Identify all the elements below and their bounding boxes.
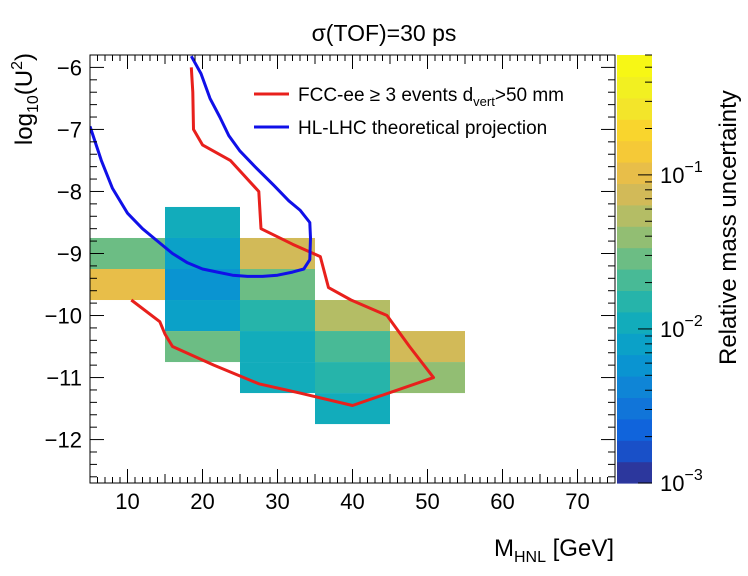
x-tick-label: 40 (340, 489, 364, 514)
y-axis: −6 −7 −8 −9 −10 −11 −12 (45, 54, 615, 478)
chart-title: σ(TOF)=30 ps (312, 20, 457, 46)
legend-label-fcc-ee: FCC-ee ≥ 3 events dvert>50 mm (298, 85, 564, 109)
color-scale-swatch (617, 461, 652, 484)
x-axis-title-main: M (494, 535, 514, 562)
y-tick-label: −12 (45, 428, 82, 453)
x-tick-label: 60 (490, 489, 514, 514)
y-axis-title: log10(U2) (9, 53, 42, 145)
color-scale-swatch (617, 290, 652, 313)
heatmap-cell (240, 269, 315, 301)
heatmap-cell (165, 300, 240, 332)
y-tick-label: −9 (57, 241, 82, 266)
color-scale-axis: 10−310−210−1 (638, 54, 703, 496)
z-tick-label-base: 10 (660, 317, 684, 342)
hl-lhc-contour (90, 55, 312, 278)
color-scale-swatch (617, 119, 652, 142)
contour-lines (90, 55, 435, 407)
y-tick-label: −8 (57, 179, 82, 204)
color-scale-swatch (617, 226, 652, 249)
z-tick-label: 10−1 (660, 159, 703, 188)
heatmap-cell (240, 300, 315, 332)
y-tick-label: −10 (45, 304, 82, 329)
z-tick-label-base: 10 (660, 163, 684, 188)
x-axis-title: MHNL [GeV] (494, 535, 614, 566)
heatmap-cell (240, 237, 315, 269)
color-scale-swatch (617, 97, 652, 120)
fcc-ee-contour (130, 67, 435, 407)
z-tick-label-base: 10 (660, 471, 684, 496)
z-tick-label-exponent: −2 (684, 313, 702, 330)
x-tick-label: 30 (265, 489, 289, 514)
color-scale-swatch (617, 183, 652, 206)
heatmap-cell (315, 362, 390, 394)
color-scale-swatch (617, 376, 652, 398)
x-axis-title-rest: [GeV] (546, 535, 614, 562)
heatmap-cell (240, 331, 315, 363)
y-axis-title-pre: log (11, 113, 38, 145)
z-tick-label-exponent: −1 (684, 159, 702, 176)
z-axis-title: Relative mass uncertainty (715, 90, 742, 365)
y-axis-title-sub: 10 (25, 95, 42, 113)
heatmap-cell (165, 331, 240, 363)
x-tick-label: 70 (565, 489, 589, 514)
z-tick-label: 10−2 (660, 313, 703, 342)
y-axis-title-post: ) (11, 53, 38, 61)
z-tick-label: 10−3 (660, 467, 703, 496)
color-scale-swatch (617, 204, 652, 227)
heatmap-cell (165, 206, 240, 238)
heatmap-cell (90, 269, 165, 301)
heatmap-cell (165, 237, 240, 269)
heatmap-cell (315, 331, 390, 363)
color-scale (617, 55, 652, 484)
color-scale-swatch (617, 247, 652, 270)
legend-label-hl-lhc: HL-LHC theoretical projection (298, 118, 547, 139)
x-tick-label: 20 (190, 489, 214, 514)
z-tick-label-exponent: −3 (684, 467, 702, 484)
color-scale-swatch (617, 55, 652, 77)
color-scale-swatch (617, 269, 652, 291)
color-scale-swatch (617, 311, 652, 334)
y-axis-title-mid: (U (11, 70, 38, 95)
color-scale-swatch (617, 140, 652, 163)
color-scale-swatch (617, 397, 652, 420)
x-axis-title-sub: HNL (514, 549, 546, 566)
color-scale-swatch (617, 162, 652, 184)
heatmap-cell (315, 300, 390, 332)
color-scale-swatch (617, 418, 652, 441)
legend-label-fcc-ee-rest: >50 mm (495, 85, 564, 106)
y-tick-label: −11 (46, 366, 82, 391)
color-scale-swatch (617, 440, 652, 463)
y-tick-label: −6 (57, 55, 82, 80)
color-scale-swatch (617, 354, 652, 377)
color-scale-swatch (617, 76, 652, 99)
legend-label-fcc-ee-sub: vert (473, 94, 495, 109)
y-axis-title-sup: 2 (9, 61, 26, 70)
legend-label-fcc-ee-main: FCC-ee ≥ 3 events d (298, 85, 473, 106)
legend: FCC-ee ≥ 3 events dvert>50 mm HL-LHC the… (254, 85, 564, 139)
color-scale-swatch (617, 333, 652, 356)
y-tick-label: −7 (57, 117, 82, 142)
x-tick-label: 50 (415, 489, 439, 514)
x-axis: 10 20 30 40 50 60 70 (89, 55, 616, 514)
x-tick-label: 10 (115, 489, 139, 514)
